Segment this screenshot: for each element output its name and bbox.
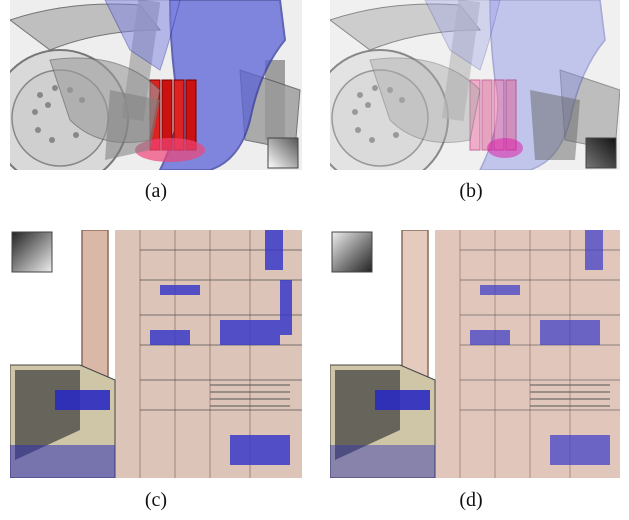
caption-b: (b) [459, 180, 483, 202]
transfer-function-inset [11, 231, 53, 273]
transfer-function-inset [331, 231, 373, 273]
motorcycle-image-a [10, 0, 302, 170]
panel-d-plant-render [330, 230, 620, 478]
motorcycle-image-b [330, 0, 620, 170]
caption-c: (c) [144, 489, 168, 511]
plant-image-c [10, 230, 302, 478]
plant-image-d [330, 230, 620, 478]
transfer-function-inset [267, 137, 299, 169]
caption-a: (a) [144, 180, 168, 202]
transfer-function-inset [585, 137, 617, 169]
panel-c-plant-render [10, 230, 302, 478]
panel-a-motorcycle-render [10, 0, 302, 170]
caption-d: (d) [459, 489, 483, 511]
panel-b-motorcycle-render [330, 0, 620, 170]
